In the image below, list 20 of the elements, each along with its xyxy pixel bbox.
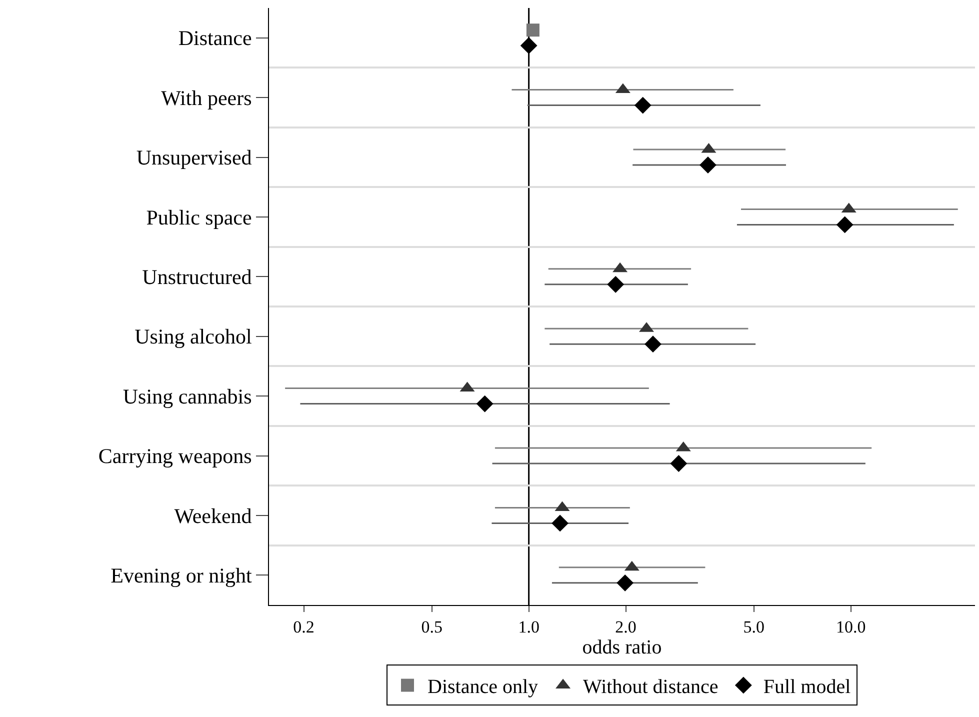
y-tick-label: Unsupervised <box>136 146 252 170</box>
y-tick-label: Public space <box>146 205 252 230</box>
x-axis-title: odds ratio <box>582 636 662 658</box>
legend-label: Without distance <box>583 676 718 698</box>
legend-label: Distance only <box>428 676 538 698</box>
y-tick-label: Carrying weapons <box>98 444 252 468</box>
y-tick-label: Weekend <box>174 504 252 528</box>
y-tick-label: Distance <box>178 26 252 50</box>
legend-label: Full model <box>763 676 852 698</box>
y-tick-label: With peers <box>161 86 252 110</box>
x-tick-label: 2.0 <box>615 617 636 636</box>
y-tick-label: Unstructured <box>142 265 252 289</box>
x-tick-label: 10.0 <box>836 617 866 636</box>
y-tick-label: Using alcohol <box>134 324 252 349</box>
y-tick-label: Using cannabis <box>122 384 252 408</box>
x-tick-label: 5.0 <box>743 617 765 636</box>
x-tick-label: 0.2 <box>293 617 314 636</box>
x-tick-label: 1.0 <box>518 617 540 636</box>
y-tick-label: Evening or night <box>110 564 252 588</box>
x-tick-label: 0.5 <box>421 617 443 636</box>
